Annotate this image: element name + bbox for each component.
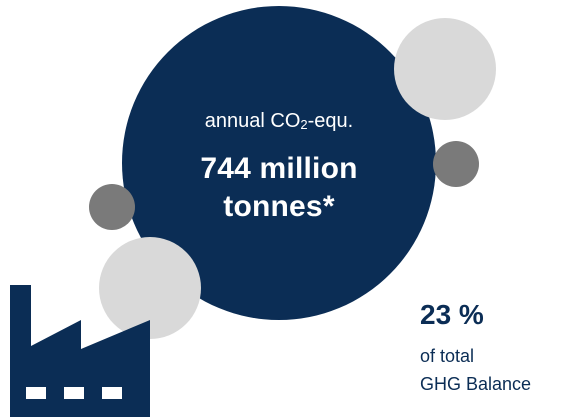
share-value: 23 %: [420, 299, 484, 330]
main-stat-value-line-2: tonnes*: [223, 190, 335, 223]
share-text-line-2: GHG Balance: [420, 374, 532, 394]
share-text-line-1: of total: [420, 346, 475, 366]
gray-bubble-left: [89, 184, 135, 230]
factory-shape: [10, 285, 150, 417]
factory-window-1: [26, 387, 46, 399]
light-gray-bubble-bottom: [99, 237, 201, 339]
main-stat-label: annual CO2-equ.: [144, 108, 414, 138]
factory-window-3: [102, 387, 122, 399]
gray-bubble-right: [433, 141, 479, 187]
main-stat-label-subscript: 2: [300, 117, 308, 132]
main-stat-label-suffix: -equ.: [307, 110, 354, 132]
light-gray-bubble-top: [394, 18, 496, 120]
main-stat-label-prefix: annual CO: [204, 110, 301, 132]
factory-icon: [10, 285, 150, 417]
main-stat-value-line-1: 744 million: [200, 152, 358, 185]
main-stat: annual CO2-equ. 744 million tonnes*: [144, 108, 414, 226]
factory-window-2: [64, 387, 84, 399]
share-block: 23 % of total GHG Balance: [420, 298, 564, 398]
